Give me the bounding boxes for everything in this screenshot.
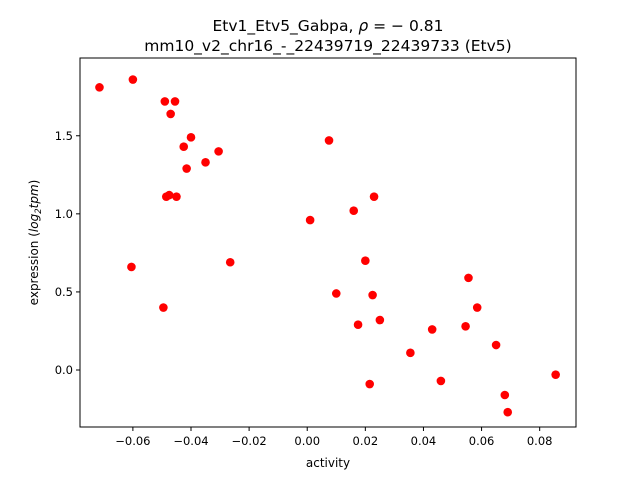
- data-point: [166, 109, 175, 119]
- data-points: [95, 75, 560, 417]
- data-point: [179, 142, 189, 151]
- x-tick-label: 0.08: [527, 434, 553, 448]
- y-tick-label: 0.0: [55, 363, 73, 377]
- data-point: [551, 370, 560, 379]
- data-point: [375, 315, 385, 325]
- y-tick-label: 0.5: [55, 285, 73, 299]
- data-point: [427, 325, 437, 334]
- x-axis-label: activity: [306, 456, 350, 470]
- x-tick-label: −0.02: [231, 434, 266, 448]
- data-point: [349, 206, 359, 216]
- data-point: [128, 75, 138, 84]
- data-point: [436, 376, 446, 386]
- data-point: [491, 340, 501, 350]
- data-point: [461, 321, 470, 331]
- x-tick-label: 0.00: [294, 434, 320, 448]
- data-point: [305, 215, 315, 225]
- data-point: [172, 192, 181, 201]
- data-point: [500, 390, 510, 400]
- data-point: [464, 273, 473, 283]
- data-point: [406, 348, 415, 358]
- data-point: [161, 192, 171, 201]
- data-point: [324, 136, 334, 145]
- data-point: [361, 256, 370, 265]
- data-point: [127, 262, 136, 272]
- x-tick-label: 0.02: [353, 434, 379, 448]
- data-point: [368, 290, 377, 300]
- data-point: [160, 97, 170, 106]
- data-point: [369, 192, 379, 201]
- y-axis-label: expression (log2tpm): [27, 180, 44, 306]
- y-tick-label: 1.0: [55, 207, 73, 221]
- chart-title-line-2: mm10_v2_chr16_-_22439719_22439733 (Etv5): [144, 37, 511, 56]
- chart-title-line-1: Etv1_Etv5_Gabpa, ρ = − 0.81: [213, 17, 444, 36]
- data-point: [472, 303, 482, 312]
- x-axis-ticks: −0.06 −0.04 −0.02 0.00 0.02 0.04 0.06 0.08: [115, 427, 552, 448]
- data-point: [182, 164, 191, 173]
- x-tick-label: −0.06: [115, 434, 150, 448]
- data-point: [365, 379, 374, 389]
- data-point: [503, 407, 513, 417]
- data-point: [95, 83, 104, 92]
- x-tick-label: 0.06: [469, 434, 495, 448]
- data-point: [353, 320, 363, 330]
- data-point: [201, 158, 210, 167]
- data-point: [214, 147, 223, 156]
- plot-area-frame: [79, 57, 577, 428]
- data-point: [170, 97, 180, 106]
- x-tick-label: −0.04: [173, 434, 208, 448]
- data-point: [225, 257, 235, 267]
- y-axis-ticks: 0.0 0.5 1.0 1.5: [55, 129, 80, 377]
- data-point: [159, 303, 168, 312]
- x-tick-label: 0.04: [411, 434, 437, 448]
- y-tick-label: 1.5: [55, 129, 73, 143]
- data-point: [186, 133, 196, 142]
- data-point: [331, 289, 341, 298]
